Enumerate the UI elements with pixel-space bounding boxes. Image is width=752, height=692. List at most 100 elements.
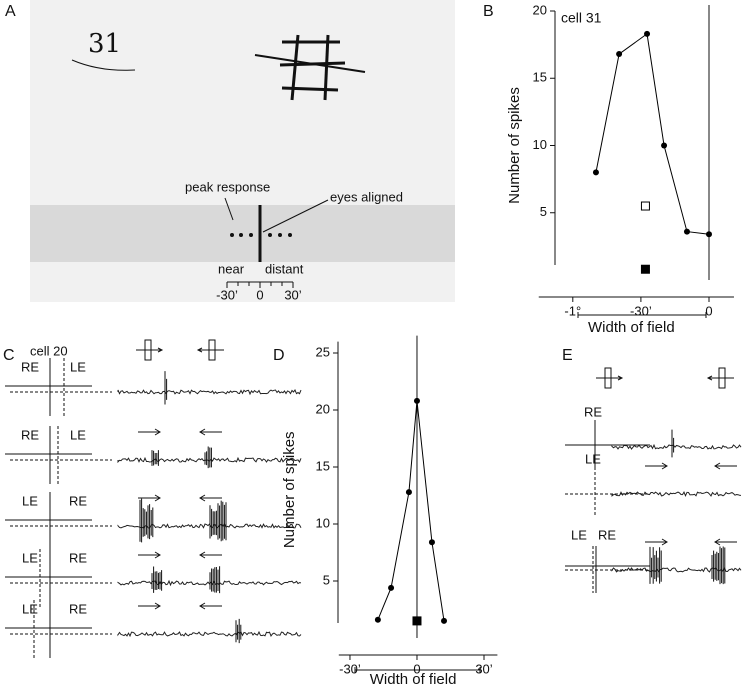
spikes (671, 429, 675, 458)
panel-label: A (5, 3, 16, 20)
panel-a: 31 peak response eyes aligned near dista… (30, 0, 455, 302)
data-point (616, 51, 623, 58)
eye-label: RE (21, 427, 39, 442)
spikes (204, 446, 212, 469)
arrow-left (199, 494, 222, 502)
eye-label: LE (571, 527, 587, 542)
spikes (209, 566, 221, 594)
scale (226, 281, 294, 288)
data-line (377, 400, 445, 621)
x-tick-label: 30’ (475, 661, 492, 676)
data-point (661, 142, 668, 149)
eye-label: RE (584, 404, 602, 419)
eye-label: RE (598, 527, 616, 542)
arrow-left (714, 538, 737, 546)
eye-label: LE (70, 427, 86, 442)
eye-label: RE (69, 550, 87, 565)
eye-label: LE (70, 359, 86, 374)
y-tick-label: 20 (316, 401, 330, 416)
cell-label: cell 20 (30, 343, 68, 358)
annotation: eyes aligned (330, 189, 403, 204)
data-point (441, 617, 448, 624)
y-axis-label: Number of spikes (281, 431, 298, 548)
scale-tick: -30’ (216, 287, 238, 302)
eye-label: RE (21, 359, 39, 374)
y-tick-label: 5 (540, 204, 547, 219)
spikes (711, 546, 726, 585)
data-point (592, 169, 599, 176)
filled-square (640, 264, 650, 274)
data-point (644, 30, 651, 37)
arrow-right (138, 602, 161, 610)
y-axis-label: Number of spikes (506, 87, 523, 204)
trace (611, 443, 742, 450)
y-tick-label: 10 (533, 137, 547, 152)
eye-label: LE (22, 493, 38, 508)
data-point (413, 397, 420, 404)
stimulus-arrow (706, 375, 734, 381)
eye-label: LE (585, 451, 601, 466)
field-bracket (354, 667, 481, 673)
panel-label: B (483, 3, 494, 20)
y-tick-label: 25 (316, 344, 330, 359)
x-tick-label: 0 (413, 661, 420, 676)
spikes (209, 500, 227, 542)
x-tick-label: -30’ (339, 661, 361, 676)
pointer (224, 197, 234, 221)
arrow-left (714, 462, 737, 470)
x-tick-label: -1° (564, 303, 581, 318)
arrow-left (199, 551, 222, 559)
data-point (405, 489, 412, 496)
scale-label: near (218, 261, 245, 276)
cell-label: cell 31 (561, 10, 602, 26)
spikes (235, 618, 242, 644)
arrow-right (645, 462, 668, 470)
data-point (388, 584, 395, 591)
x-tick-label: 0 (705, 303, 712, 318)
data-point (706, 231, 712, 238)
open-square (640, 201, 650, 211)
trace (117, 630, 302, 638)
x-tick-label: -30’ (630, 303, 652, 318)
arrow-right (645, 538, 668, 546)
arrow-left (199, 428, 222, 436)
panel-label: C (3, 347, 15, 364)
data-line (595, 32, 710, 235)
panel-e: RE LE LE RE (565, 367, 742, 593)
pointer (262, 199, 329, 233)
panel-label: E (562, 347, 573, 364)
trace (117, 579, 302, 587)
filled-square (412, 616, 422, 626)
arrow-right (138, 428, 161, 436)
spikes (164, 371, 168, 405)
arrow-right (138, 494, 161, 502)
panel-label: D (273, 347, 285, 364)
y-tick-label: 5 (323, 572, 330, 587)
scale-tick: 0 (256, 287, 263, 302)
annotation: peak response (185, 179, 270, 194)
dots (230, 233, 292, 237)
scale-label: distant (265, 261, 304, 276)
y-tick-label: 15 (533, 70, 547, 85)
spikes (151, 566, 163, 593)
spikes (151, 450, 159, 466)
eye-label: LE (22, 601, 38, 616)
y-tick-label: 20 (533, 2, 547, 17)
x-axis-label: Width of field (370, 671, 457, 687)
stimulus-arrow (136, 347, 164, 353)
eye-label: RE (69, 601, 87, 616)
spikes (139, 498, 154, 543)
stimulus-arrow (596, 375, 624, 381)
eye-label: LE (22, 550, 38, 565)
stimulus-arrow (196, 347, 224, 353)
data-point (428, 539, 435, 546)
x-axis-label: Width of field (588, 319, 675, 336)
trace (611, 491, 742, 498)
data-point (374, 616, 381, 623)
spikes (649, 546, 662, 584)
trace (611, 566, 742, 573)
trace (117, 456, 302, 464)
field-bracket (577, 312, 707, 318)
arrow-left (199, 602, 222, 610)
